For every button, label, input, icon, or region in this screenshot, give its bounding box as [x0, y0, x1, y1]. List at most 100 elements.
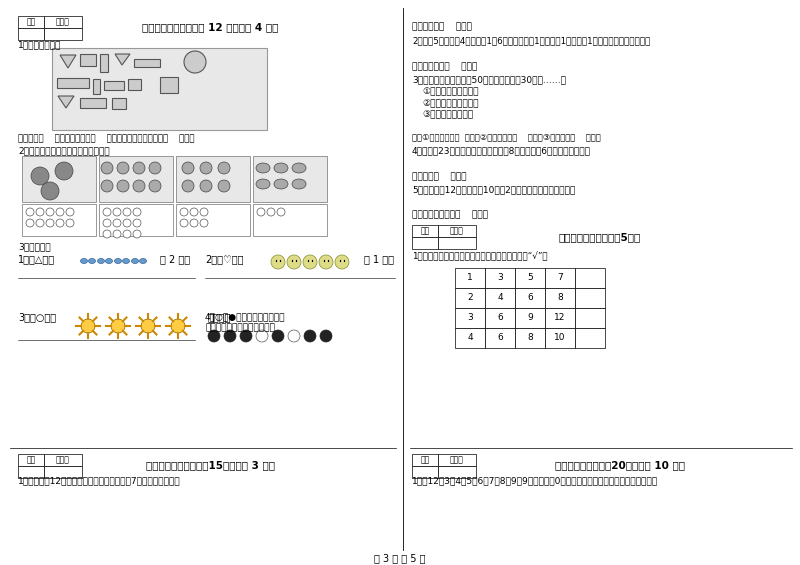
Circle shape — [41, 182, 59, 200]
Circle shape — [224, 330, 236, 342]
Bar — [176, 204, 250, 236]
Bar — [18, 454, 44, 466]
Text: 6: 6 — [527, 293, 533, 302]
Circle shape — [200, 208, 208, 216]
Bar — [438, 466, 476, 478]
Text: 九、个性空间（本题兲5分）: 九、个性空间（本题兲5分） — [559, 232, 641, 242]
Circle shape — [208, 330, 220, 342]
Circle shape — [46, 219, 54, 227]
Bar — [80, 98, 106, 108]
Circle shape — [111, 319, 125, 333]
Circle shape — [81, 319, 95, 333]
Text: 2．画♡，比: 2．画♡，比 — [205, 254, 243, 264]
Circle shape — [113, 230, 121, 238]
Circle shape — [277, 208, 285, 216]
Circle shape — [26, 219, 34, 227]
Circle shape — [304, 330, 316, 342]
Bar — [100, 54, 108, 72]
Circle shape — [113, 219, 121, 227]
Bar — [455, 268, 485, 288]
Circle shape — [267, 208, 275, 216]
Text: ③两次卖出多少个？: ③两次卖出多少个？ — [422, 109, 473, 118]
Text: ①第一次卖出多少个？: ①第一次卖出多少个？ — [422, 87, 478, 96]
Bar — [112, 98, 126, 109]
Circle shape — [272, 330, 284, 342]
Bar — [104, 81, 124, 90]
Bar — [44, 16, 82, 28]
Circle shape — [149, 162, 161, 174]
Bar — [412, 225, 438, 237]
Circle shape — [103, 219, 111, 227]
Circle shape — [36, 208, 44, 216]
Text: 2．铅筢5角，橡皮4角，钉筱1公6角，爸爸给了1公元，戗1块橡皮和1支铅笔还应找回多少錢？: 2．铅筢5角，橡皮4角，钉筱1公6角，爸爸给了1公元，戗1块橡皮和1支铅笔还应找… — [412, 36, 650, 45]
Circle shape — [141, 319, 155, 333]
Text: 同样多．: 同样多． — [208, 312, 231, 322]
Circle shape — [180, 219, 188, 227]
Ellipse shape — [81, 259, 87, 263]
Circle shape — [66, 208, 74, 216]
Ellipse shape — [256, 179, 270, 189]
Text: 5．小明今年12岁，小盈今10岁，2年后，小明比小盈大几岁？: 5．小明今年12岁，小盈今10岁，2年后，小明比小盈大几岁？ — [412, 185, 575, 194]
Circle shape — [287, 255, 301, 269]
Bar — [134, 59, 160, 67]
Circle shape — [303, 255, 317, 269]
Text: 1．抄12，3，4，5，6，7，8，9这9个数字填入0里，使横行、竖行和斜行上三个数字相加: 1．抄12，3，4，5，6，7，8，9这9个数字填入0里，使横行、竖行和斜行上三… — [412, 476, 658, 485]
Text: 少 1 个．: 少 1 个． — [364, 254, 394, 264]
Circle shape — [182, 162, 194, 174]
Text: 3．商店两次卖出洋娃切50个，第一次卖出30个，……？: 3．商店两次卖出洋娃切50个，第一次卖出30个，……？ — [412, 75, 566, 84]
Circle shape — [200, 162, 212, 174]
Bar — [18, 466, 44, 478]
Text: 9: 9 — [527, 314, 533, 323]
Circle shape — [55, 162, 73, 180]
Ellipse shape — [98, 259, 105, 263]
Circle shape — [133, 230, 141, 238]
Ellipse shape — [292, 163, 306, 173]
Circle shape — [182, 180, 194, 192]
Text: 4: 4 — [497, 293, 503, 302]
Text: 10: 10 — [554, 333, 566, 342]
Circle shape — [171, 319, 185, 333]
Text: 八、解决问题（本题內15分，每题 3 分）: 八、解决问题（本题內15分，每题 3 分） — [146, 460, 274, 470]
Text: 1．学校要抄12笱文具送给山区小学，已送去7笱，还要送几笱？: 1．学校要抄12笱文具送给山区小学，已送去7笱，还要送几笱？ — [18, 476, 181, 485]
Bar — [44, 454, 82, 466]
Circle shape — [257, 208, 265, 216]
Text: 3: 3 — [467, 314, 473, 323]
Circle shape — [56, 219, 64, 227]
Polygon shape — [58, 96, 74, 108]
Bar — [455, 308, 485, 328]
Bar — [253, 156, 327, 202]
Circle shape — [101, 180, 113, 192]
Text: 评卷人: 评卷人 — [56, 18, 70, 27]
Polygon shape — [60, 55, 76, 68]
Text: 第 3 页 共 5 页: 第 3 页 共 5 页 — [374, 553, 426, 563]
Bar — [99, 156, 173, 202]
Text: 4．小明用23元錢买了两种商品，皮獸8元，文具盒6元，还剩多少元？: 4．小明用23元錢买了两种商品，皮獸8元，文具盒6元，还剩多少元？ — [412, 146, 591, 155]
Circle shape — [288, 330, 300, 342]
Ellipse shape — [89, 259, 95, 263]
Circle shape — [101, 162, 113, 174]
Bar — [18, 16, 44, 28]
Bar — [52, 48, 267, 130]
Bar — [515, 308, 545, 328]
Text: 3: 3 — [497, 273, 503, 282]
Ellipse shape — [122, 259, 130, 263]
Bar — [575, 268, 605, 288]
Bar — [485, 268, 515, 288]
Text: 评卷人: 评卷人 — [450, 227, 464, 236]
Text: 3．画○，和: 3．画○，和 — [18, 312, 56, 322]
Circle shape — [46, 208, 54, 216]
Bar — [412, 237, 438, 249]
Circle shape — [133, 180, 145, 192]
Bar — [99, 204, 173, 236]
Circle shape — [36, 219, 44, 227]
Ellipse shape — [139, 259, 146, 263]
Text: 得分: 得分 — [26, 455, 36, 464]
Circle shape — [240, 330, 252, 342]
Bar — [253, 204, 327, 236]
Circle shape — [123, 208, 131, 216]
Ellipse shape — [131, 259, 138, 263]
Bar — [57, 78, 89, 88]
Circle shape — [149, 180, 161, 192]
Bar — [438, 237, 476, 249]
Circle shape — [26, 208, 34, 216]
